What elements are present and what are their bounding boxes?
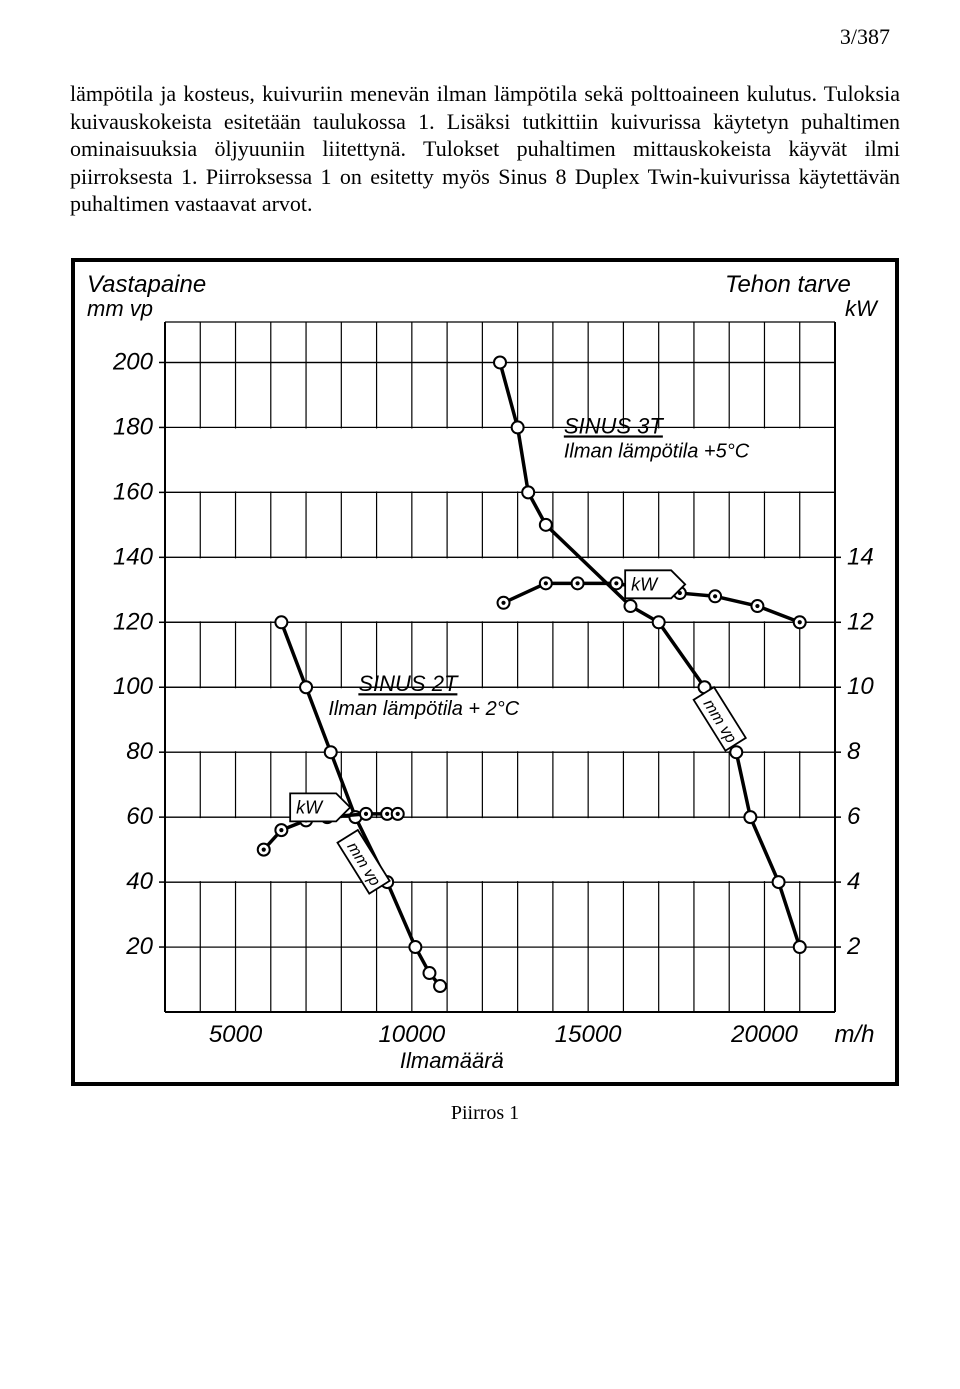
svg-text:Ilman lämpötila + 2°C: Ilman lämpötila + 2°C <box>328 698 519 720</box>
svg-text:Ilmamäärä: Ilmamäärä <box>400 1048 504 1073</box>
svg-text:14: 14 <box>847 543 874 570</box>
svg-text:mm vp: mm vp <box>87 296 153 321</box>
svg-text:120: 120 <box>113 608 154 635</box>
figure-caption: Piirros 1 <box>70 1102 900 1125</box>
svg-text:SINUS 2T: SINUS 2T <box>358 671 459 696</box>
body-text: lämpötila ja kosteus, kuivuriin menevän … <box>70 80 900 218</box>
svg-text:180: 180 <box>113 413 154 440</box>
svg-text:Tehon tarve: Tehon tarve <box>725 271 851 298</box>
svg-text:100: 100 <box>113 673 154 700</box>
svg-text:60: 60 <box>126 803 153 830</box>
svg-text:5000: 5000 <box>209 1021 263 1048</box>
svg-text:12: 12 <box>847 608 874 635</box>
chart-container: Vastapainemm vpTehon tarvekW204060801001… <box>71 258 899 1086</box>
svg-text:10: 10 <box>847 673 874 700</box>
svg-text:kW: kW <box>631 574 659 594</box>
svg-text:15000: 15000 <box>555 1021 622 1048</box>
svg-text:20000: 20000 <box>730 1021 798 1048</box>
svg-text:Vastapaine: Vastapaine <box>87 271 206 298</box>
svg-text:20: 20 <box>125 933 153 960</box>
svg-text:Ilman lämpötila +5°C: Ilman lämpötila +5°C <box>564 440 750 462</box>
page: 3/387 lämpötila ja kosteus, kuivuriin me… <box>0 0 960 1389</box>
svg-text:2: 2 <box>846 933 860 960</box>
svg-text:kW: kW <box>845 296 879 321</box>
svg-text:4: 4 <box>847 868 860 895</box>
svg-text:40: 40 <box>126 868 153 895</box>
svg-text:kW: kW <box>296 797 324 817</box>
svg-text:80: 80 <box>126 738 153 765</box>
svg-text:140: 140 <box>113 543 154 570</box>
chart-svg: Vastapainemm vpTehon tarvekW204060801001… <box>75 262 895 1082</box>
svg-text:m/h: m/h <box>834 1021 874 1048</box>
svg-text:10000: 10000 <box>378 1021 445 1048</box>
svg-text:SINUS 3T: SINUS 3T <box>564 413 665 438</box>
svg-text:200: 200 <box>112 348 154 375</box>
svg-text:8: 8 <box>847 738 861 765</box>
svg-text:160: 160 <box>113 478 154 505</box>
page-number: 3/387 <box>840 24 890 50</box>
svg-text:6: 6 <box>847 803 861 830</box>
